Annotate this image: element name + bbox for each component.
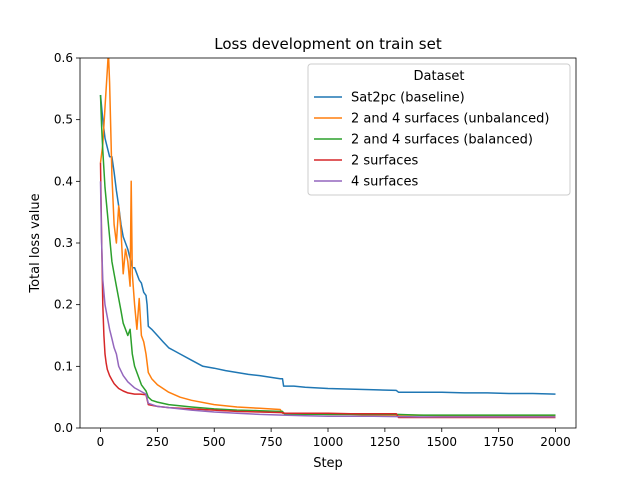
y-tick-label: 0.5 <box>54 113 73 127</box>
y-tick-label: 0.6 <box>54 51 73 65</box>
x-tick-label: 0 <box>97 435 105 449</box>
x-tick-label: 500 <box>203 435 226 449</box>
x-axis: 0 250 500 750 1000 1250 1500 1750 2000 <box>97 428 571 449</box>
legend: Dataset Sat2pc (baseline) 2 and 4 surface… <box>307 63 571 196</box>
chart-title: Loss development on train set <box>214 35 442 53</box>
series-line-4 <box>99 162 556 419</box>
x-tick-label: 2000 <box>540 435 571 449</box>
y-tick-label: 0.2 <box>54 298 73 312</box>
y-axis: 0.0 0.1 0.2 0.3 0.4 0.5 0.6 <box>54 51 80 435</box>
x-tick-label: 1500 <box>426 435 457 449</box>
legend-label-3: 2 and 4 surfaces (balanced) <box>351 133 533 148</box>
legend-box <box>307 63 571 196</box>
legend-label-2: 2 and 4 surfaces (unbalanced) <box>351 112 549 127</box>
x-tick-label: 1750 <box>483 435 514 449</box>
x-tick-label: 1250 <box>370 435 401 449</box>
x-axis-label: Step <box>313 456 343 471</box>
x-tick-label: 250 <box>146 435 169 449</box>
y-tick-label: 0.3 <box>54 236 73 250</box>
x-tick-label: 750 <box>260 435 283 449</box>
legend-label-5: 4 surfaces <box>351 175 418 190</box>
legend-label-4: 2 surfaces <box>351 154 418 169</box>
y-axis-label: Total loss value <box>28 193 43 293</box>
series-line-5 <box>99 181 556 418</box>
y-tick-label: 0.1 <box>54 359 73 373</box>
y-tick-label: 0.4 <box>54 174 73 188</box>
legend-label-1: Sat2pc (baseline) <box>351 91 465 106</box>
series-line-3 <box>99 94 556 416</box>
legend-title: Dataset <box>414 69 465 84</box>
x-tick-label: 1000 <box>313 435 344 449</box>
y-tick-label: 0.0 <box>54 421 73 435</box>
